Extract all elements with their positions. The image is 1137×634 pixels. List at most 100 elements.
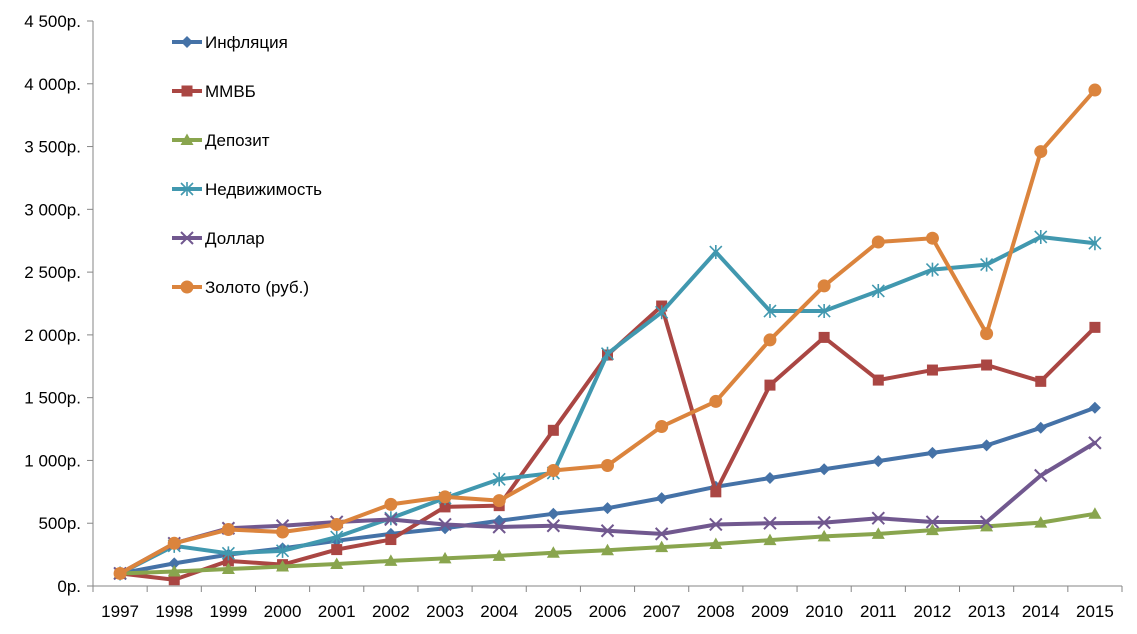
data-point [601, 502, 614, 515]
x-tick-label: 1998 [155, 602, 193, 621]
data-point [655, 305, 669, 320]
data-point [547, 424, 559, 436]
y-tick-label: 1 000р. [24, 451, 81, 470]
legend-label: Инфляция [205, 33, 288, 52]
data-point [980, 257, 994, 272]
data-point [817, 515, 831, 530]
legend-marker [180, 280, 194, 294]
data-point [384, 554, 398, 566]
x-tick-label: 2009 [751, 602, 789, 621]
data-point [276, 525, 290, 539]
data-point [763, 472, 776, 485]
x-tick-label: 2000 [264, 602, 302, 621]
legend-item: Депозит [172, 131, 270, 150]
series-2 [114, 300, 1101, 586]
data-point [763, 533, 777, 546]
legend-marker [181, 85, 193, 97]
data-point [600, 346, 615, 361]
y-tick-label: 2 000р. [24, 326, 81, 345]
y-tick-label: 500р. [38, 514, 81, 533]
data-point [275, 543, 290, 558]
x-tick-label: 2001 [318, 602, 356, 621]
data-point [546, 463, 560, 477]
x-tick-label: 2011 [860, 602, 897, 621]
data-point [709, 245, 723, 260]
axes: 0р. 500р. 1 000р. 1 500р. 2 000р. 2 500р. 3 00… [24, 12, 1123, 621]
y-tick-label: 3 000р. [24, 200, 81, 219]
data-point [492, 549, 506, 561]
legend-label: ММВБ [205, 82, 256, 101]
data-point [330, 530, 344, 545]
y-tick-label: 1 500р. [24, 389, 81, 408]
data-point [818, 331, 830, 343]
data-point [1034, 516, 1048, 528]
data-point [492, 520, 506, 534]
data-point [438, 551, 452, 564]
x-tick-label: 2013 [968, 602, 1006, 621]
x-tick-label: 2014 [1022, 602, 1060, 621]
data-point [764, 379, 776, 391]
series-line [118, 88, 1097, 576]
data-point [926, 446, 939, 459]
data-point [167, 536, 181, 550]
x-tick-label: 2010 [805, 602, 843, 621]
data-point [981, 359, 993, 371]
legend-item: Доллар [172, 229, 265, 248]
legend-label: Депозит [205, 131, 270, 150]
x-tick-label: 1997 [101, 602, 139, 621]
data-point [709, 537, 723, 549]
x-tick-label: 2015 [1076, 602, 1114, 621]
data-point [1034, 145, 1048, 159]
data-point [113, 566, 127, 580]
data-point [1088, 236, 1102, 251]
data-point [1088, 436, 1102, 450]
data-point [871, 511, 885, 525]
data-point [331, 544, 343, 556]
legend-marker [180, 133, 194, 145]
data-point [276, 560, 290, 572]
data-point [546, 519, 561, 533]
data-point [547, 507, 560, 520]
x-tick-label: 2008 [697, 602, 735, 621]
x-tick-label: 2002 [372, 602, 410, 621]
legend-item: Недвижимость [172, 180, 322, 199]
data-point [168, 557, 181, 570]
data-point [1034, 421, 1047, 434]
data-point [871, 235, 885, 249]
data-point [167, 565, 181, 577]
data-point [980, 327, 994, 341]
legend-label: Доллар [205, 229, 265, 248]
data-point [871, 527, 885, 539]
data-point [439, 501, 451, 513]
data-point [817, 304, 831, 319]
data-point [709, 394, 723, 408]
data-point [655, 540, 669, 553]
data-point [654, 527, 669, 541]
data-point [492, 494, 506, 508]
data-point [601, 543, 614, 556]
x-tick-label: 2007 [643, 602, 681, 621]
x-tick-label: 2003 [426, 602, 464, 621]
data-point [871, 283, 885, 298]
data-point [221, 546, 235, 561]
data-point [600, 524, 615, 538]
data-point [330, 557, 344, 570]
data-point [925, 523, 939, 536]
legend-marker [181, 36, 193, 48]
x-tick-label: 2004 [480, 602, 518, 621]
data-point [438, 517, 452, 532]
data-point [925, 231, 939, 245]
x-tick-label: 2006 [589, 602, 627, 621]
y-tick-label: 4 000р. [24, 75, 81, 94]
data-point [980, 439, 993, 452]
data-point [492, 472, 506, 487]
data-point [384, 497, 398, 511]
y-tick-label: 3 500р. [24, 138, 81, 157]
data-point [763, 516, 777, 530]
data-point [221, 562, 235, 575]
data-point [330, 517, 344, 531]
data-point [926, 364, 938, 376]
legend-item: ММВБ [172, 82, 256, 101]
